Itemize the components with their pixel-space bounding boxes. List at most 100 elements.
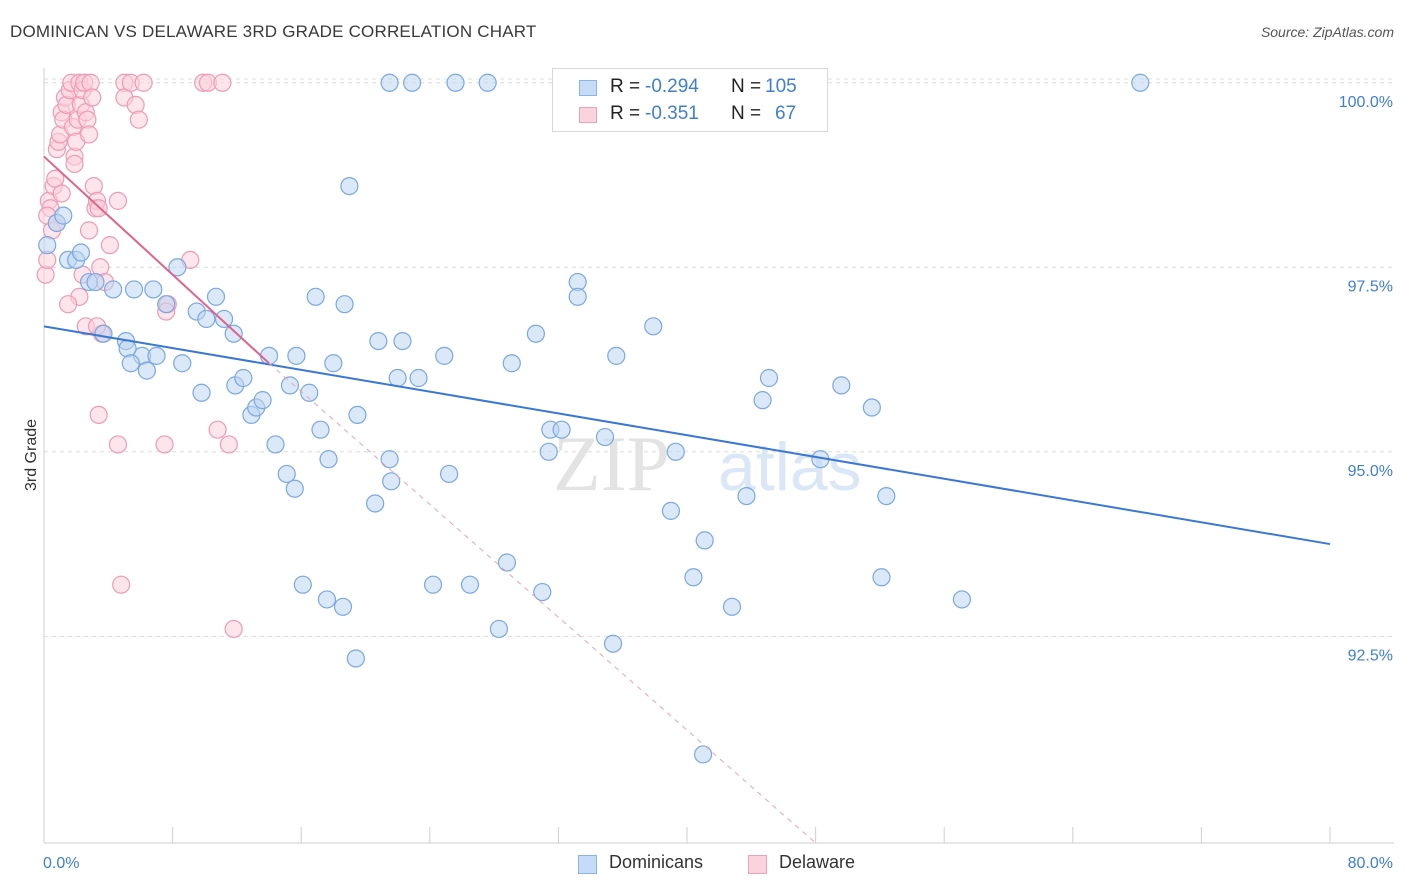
dominicans-point [497,553,517,572]
legend-n-value: 67 [775,103,797,124]
dominicans-point [214,309,234,329]
dominicans-point [280,376,300,395]
dominicans-point [684,568,703,587]
legend-n-label: N = [731,76,762,97]
dominicans-point [759,368,779,388]
dominicans-point [435,346,454,365]
delaware-point [129,110,148,129]
dominicans-point [439,464,459,484]
delaware-point [84,176,103,196]
x-tick-label-max: 80.0% [1348,855,1393,872]
dominicans-point [147,346,166,365]
dominicans-point [722,597,742,616]
gridlines [44,78,1394,637]
dominicans-point [71,243,91,262]
dominicans-point [285,479,304,498]
y-tick-label: 95.0% [1348,463,1393,480]
delaware-point [213,73,232,92]
legend-swatch-blue [579,80,597,96]
y-tick-label: 92.5% [1348,647,1393,664]
dominicans-point [124,280,144,299]
axis-labels: 3rd Grade 100.0% 97.5% 95.0% 92.5% 0.0% 80.0% [23,94,1393,872]
dominicans-point [595,427,615,447]
dominicans-point [369,331,388,351]
dominicans-point [478,73,497,92]
dominicans-point [324,354,343,373]
dominicans-point [753,391,772,410]
dominicans-point [311,420,330,439]
y-axis-title: 3rd Grade [23,419,40,491]
dominicans-point [552,420,571,439]
dominicans-point [862,398,881,417]
dominicans-point [661,501,681,520]
dominicans-point [388,368,407,388]
delaware-point [59,295,78,314]
legend-r-value: -0.351 [645,103,699,124]
dominicans-point [259,346,279,365]
delaware-point [83,88,102,107]
dominicans-point [54,206,73,225]
dominicans-point [300,383,319,402]
dominicans-point [306,287,325,306]
dominicans-point [380,450,399,469]
legend-delaware-label: Delaware [779,852,856,872]
dominicans-trend-line [43,325,1331,546]
y-tick-label: 97.5% [1348,278,1393,295]
watermark: ZIP atlas [553,420,862,507]
dominicans-point [666,442,685,461]
delaware-point [79,125,99,144]
correlation-legend: R = -0.294 N = 105 R = -0.351 N = 67 [552,68,828,132]
dominicans-point [526,324,545,343]
dominicans-point [38,236,57,255]
dominicans-point [877,486,896,506]
dominicans-point [121,354,140,373]
dominicans-point [234,368,253,388]
dominicans-point [603,634,623,653]
dominicans-point [333,597,353,616]
legend-n-label: N = [731,103,762,124]
legend-n-value: 105 [765,76,797,97]
dominicans-point [382,472,401,491]
legend-swatch-pink [579,107,597,123]
delaware-point [89,405,108,425]
dominicans-point [137,361,156,380]
dominicans-point [335,295,354,314]
dominicans-point [192,383,211,402]
x-tick-label-min: 0.0% [43,855,79,872]
delaware-point [108,191,128,210]
series-dominicans [38,73,1150,764]
dominicans-point [94,324,113,343]
dominicans-point [832,376,851,395]
dominicans-point [224,324,243,343]
dominicans-point [568,287,587,306]
trend-lines [43,155,1331,844]
delaware-point [224,619,243,639]
delaware-point [112,575,131,594]
dominicans-point [277,464,296,484]
delaware-point [219,435,238,454]
legend-row-dominicans: R = -0.294 N = 105 [553,73,827,101]
delaware-trend-extension [268,362,816,844]
dominicans-point [460,575,480,594]
series-legend: Dominicans Delaware [0,852,1406,876]
dominicans-point [266,435,285,454]
dominicans-point [348,405,367,425]
dominicans-point [380,73,399,92]
dominicans-point [197,309,216,329]
delaware-point [52,184,71,203]
dominicans-point [695,531,714,550]
dominicans-point [423,575,443,594]
legend-r-label: R = [610,103,641,124]
dominicans-point [1131,73,1150,92]
dominicans-point [403,73,422,92]
legend-row-delaware: R = -0.351 N = 67 [553,100,827,128]
legend-r-value: -0.294 [645,76,699,97]
delaware-point [79,221,99,240]
dominicans-point [104,280,123,299]
dominicans-point [693,745,713,764]
dominicans-point [319,450,338,469]
chart-title: DOMINICAN VS DELAWARE 3RD GRADE CORRELAT… [10,22,537,41]
dominicans-point [253,391,272,410]
dominicans-point [409,368,428,388]
